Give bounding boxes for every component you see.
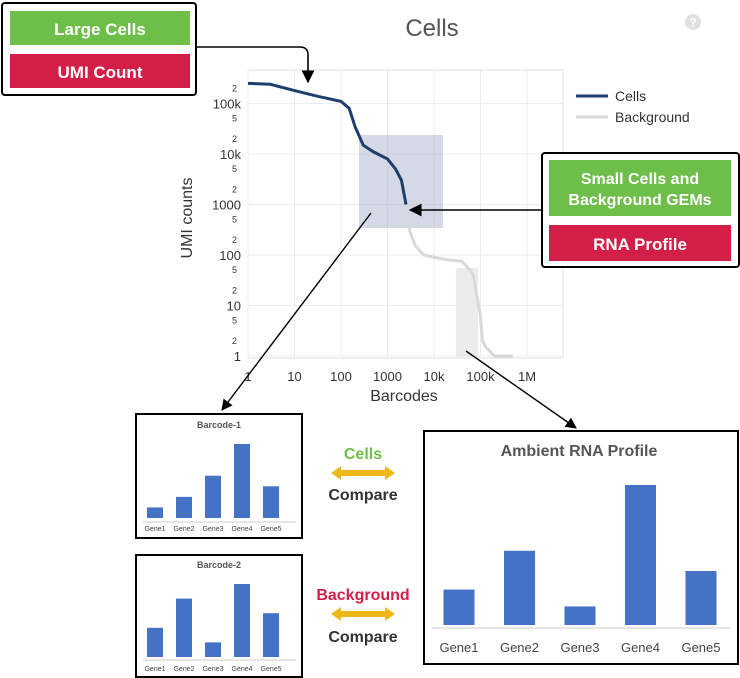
cells-series-line: [247, 81, 408, 205]
small-cells-label-line1: Small Cells and: [581, 171, 699, 188]
bar: [504, 550, 535, 625]
umi-count-label-box: [10, 54, 190, 88]
bar: [205, 642, 221, 657]
svg-text:?: ?: [689, 16, 696, 30]
bar-category-label: Gene3: [202, 526, 223, 533]
barcode-arrow: [221, 212, 372, 411]
bar-category-label: Gene5: [260, 526, 281, 533]
question-circle-icon[interactable]: ?: [685, 14, 701, 30]
legend-cells-label: Cells: [615, 88, 646, 104]
bar: [176, 598, 192, 657]
y-minor-tick-label: 2: [232, 134, 237, 144]
compare-background: Background Compare: [316, 587, 409, 646]
compare-background-double-arrow-icon: [331, 607, 395, 621]
bar: [685, 571, 717, 625]
y-tick-label: 10k: [220, 147, 241, 162]
x-axis-ticks: 110100100010k100k1M: [244, 369, 536, 384]
y-minor-tick-label: 2: [232, 285, 237, 295]
x-axis-label: Barcodes: [370, 388, 438, 405]
bar: [443, 589, 475, 625]
legend: Cells Background: [576, 88, 690, 125]
bar: [147, 507, 163, 518]
y-minor-tick-label: 5: [232, 164, 237, 174]
bar-category-label: Gene4: [621, 640, 660, 655]
y-tick-label: 10: [227, 299, 241, 314]
small-cells-label-box: [549, 160, 731, 216]
compare-cells: Cells Compare: [328, 446, 397, 504]
page-title: Cells: [405, 15, 458, 42]
bar: [176, 496, 192, 518]
x-tick-label: 100: [330, 369, 352, 384]
y-minor-tick-label: 5: [232, 316, 237, 326]
bar-category-label: Gene2: [500, 640, 539, 655]
y-tick-label: 100: [219, 248, 241, 263]
compare-cells-word: Cells: [344, 446, 382, 463]
rna-profile-label-box: [549, 225, 731, 261]
y-tick-label: 100k: [213, 97, 242, 112]
ambient-arrow: [465, 350, 577, 429]
ambient-rna-profile-chart: Ambient RNA Profile Gene1 Gene2 Gene3 Gene4…: [423, 430, 739, 665]
barcode-1-chart: Barcode-1 Gene1 Gene2 Gene3 Gene4 Gene5: [135, 413, 303, 539]
large-cells-callout: Large Cells UMI Count: [1, 2, 197, 96]
y-minor-tick-label: 5: [232, 265, 237, 275]
bar: [263, 613, 279, 657]
bar-category-label: Gene4: [231, 666, 252, 673]
y-minor-tick-label: 2: [232, 184, 237, 194]
y-minor-tick-label: 5: [232, 114, 237, 124]
compare-background-word: Background: [316, 587, 409, 604]
bar-category-label: Gene2: [173, 666, 194, 673]
large-cells-label-box: [10, 11, 190, 45]
bar: [625, 485, 656, 625]
bar: [234, 584, 250, 657]
x-tick-label: 1000: [373, 369, 402, 384]
small-cells-callout: Small Cells and Background GEMs RNA Prof…: [541, 152, 740, 268]
y-axis-ticks: 1 2 5 10 2 5 100 2 5 1000 2 5 10k 2 5 100k 2: [212, 83, 241, 364]
y-tick-label: 1000: [212, 198, 241, 213]
y-axis-label: UMI counts: [179, 178, 196, 259]
y-minor-tick-label: 5: [232, 215, 237, 225]
umi-barcode-plot: 1 2 5 10 2 5 100 2 5 1000 2 5 10k 2 5 100k 2 1 10 100 1000 1…: [179, 69, 690, 405]
ambient-rna-profile-title: Ambient RNA Profile: [501, 443, 658, 460]
compare-cells-double-arrow-icon: [331, 466, 395, 480]
x-tick-label: 100k: [466, 369, 495, 384]
large-cells-arrow: [196, 46, 315, 84]
legend-background-label: Background: [615, 109, 690, 125]
background-series-line: [404, 204, 513, 358]
bar-category-label: Gene5: [260, 666, 281, 673]
x-tick-label: 1M: [518, 369, 536, 384]
bar-category-label: Gene1: [144, 526, 165, 533]
x-tick-label: 10k: [424, 369, 445, 384]
barcode-2-chart: Barcode-2 Gene1 Gene2 Gene3 Gene4 Gene5: [135, 554, 303, 678]
background-highlight: [456, 268, 478, 358]
bar: [234, 444, 250, 518]
rna-profile-label: RNA Profile: [593, 235, 687, 254]
barcode-2-title: Barcode-2: [197, 560, 241, 570]
bar-category-label: Gene3: [560, 640, 599, 655]
bar-category-label: Gene3: [202, 666, 223, 673]
bar-category-label: Gene1: [144, 666, 165, 673]
x-tick-label: 10: [287, 369, 301, 384]
small-cells-label-line2: Background GEMs: [568, 192, 711, 209]
bar-category-label: Gene1: [439, 640, 478, 655]
compare-background-action: Compare: [328, 629, 397, 646]
y-minor-tick-label: 2: [232, 336, 237, 346]
bar-category-label: Gene5: [681, 640, 720, 655]
bar: [205, 475, 221, 518]
barcode-1-title: Barcode-1: [197, 420, 241, 430]
large-cells-label: Large Cells: [54, 20, 146, 39]
bar: [263, 486, 279, 518]
umi-count-label: UMI Count: [58, 63, 143, 82]
y-minor-tick-label: 2: [232, 235, 237, 245]
bar-category-label: Gene2: [173, 526, 194, 533]
compare-cells-action: Compare: [328, 487, 397, 504]
bar-category-label: Gene4: [231, 526, 252, 533]
y-tick-label: 1: [234, 349, 241, 364]
bar: [564, 606, 596, 625]
y-minor-tick-label: 2: [232, 83, 237, 93]
bar: [147, 627, 163, 657]
